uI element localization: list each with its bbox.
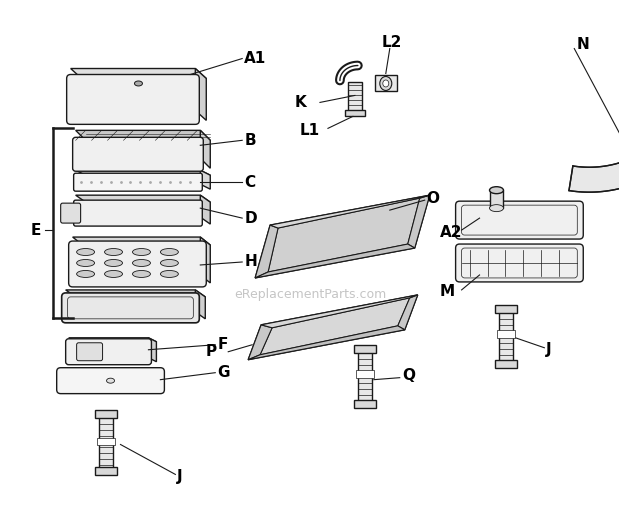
Ellipse shape [105,249,123,255]
Bar [358,350,372,402]
Polygon shape [270,195,430,228]
Polygon shape [268,198,420,272]
Polygon shape [248,325,272,359]
Text: M: M [440,284,455,299]
Polygon shape [76,195,210,202]
Bar [354,400,376,407]
Text: C: C [244,175,255,190]
Bar [97,438,115,445]
Ellipse shape [135,81,143,86]
FancyBboxPatch shape [77,343,102,360]
Bar [345,110,365,116]
Bar [375,76,397,92]
Bar [354,345,376,353]
Bar [348,82,362,112]
Ellipse shape [133,260,151,266]
Polygon shape [76,170,210,175]
Bar [490,190,503,208]
Text: H: H [244,254,257,269]
Ellipse shape [383,80,389,87]
Ellipse shape [161,249,179,255]
FancyBboxPatch shape [74,173,202,191]
Polygon shape [200,170,210,189]
Polygon shape [255,225,278,278]
Polygon shape [261,295,418,328]
FancyBboxPatch shape [61,293,199,323]
Bar [500,310,513,362]
Ellipse shape [133,249,151,255]
Text: P: P [205,344,216,359]
Text: L2: L2 [382,35,402,50]
FancyBboxPatch shape [69,241,206,287]
Polygon shape [398,295,418,330]
Polygon shape [200,195,210,224]
Text: D: D [244,211,257,226]
Polygon shape [66,290,205,297]
Text: L1: L1 [300,123,320,138]
Text: A1: A1 [244,51,267,66]
FancyBboxPatch shape [73,138,203,171]
Ellipse shape [490,204,503,212]
Text: O: O [427,191,440,205]
Text: Q: Q [402,368,415,383]
Ellipse shape [105,270,123,278]
Polygon shape [408,195,430,248]
Bar [95,409,117,418]
Bar [95,468,117,475]
Polygon shape [73,237,210,245]
Polygon shape [569,79,620,192]
Ellipse shape [77,249,95,255]
FancyBboxPatch shape [61,203,81,223]
Bar [497,330,515,338]
Text: E: E [31,222,41,237]
Polygon shape [148,338,156,362]
Text: K: K [295,95,307,110]
Bar [99,415,113,470]
Polygon shape [76,130,210,140]
Bar [495,359,518,368]
Text: eReplacementParts.com: eReplacementParts.com [234,288,386,301]
Polygon shape [260,298,410,355]
Text: N: N [576,37,589,52]
Ellipse shape [133,270,151,278]
Ellipse shape [77,260,95,266]
Polygon shape [195,68,206,121]
Polygon shape [71,68,206,78]
Text: J: J [177,469,183,484]
FancyBboxPatch shape [68,297,193,319]
FancyBboxPatch shape [462,248,577,278]
Text: F: F [217,337,228,352]
Text: G: G [217,365,230,380]
Bar [495,305,518,313]
Ellipse shape [490,187,503,194]
Ellipse shape [105,260,123,266]
Bar [356,370,374,377]
FancyBboxPatch shape [74,200,202,226]
FancyBboxPatch shape [456,201,583,239]
FancyBboxPatch shape [66,339,151,365]
Polygon shape [248,295,418,359]
FancyBboxPatch shape [462,205,577,235]
Polygon shape [255,244,415,278]
FancyBboxPatch shape [56,368,164,393]
Ellipse shape [77,270,95,278]
Polygon shape [255,195,430,278]
Polygon shape [200,237,210,283]
Polygon shape [195,290,205,319]
Text: J: J [546,342,552,357]
Ellipse shape [161,260,179,266]
Text: A2: A2 [440,225,462,239]
Text: B: B [244,133,256,148]
FancyBboxPatch shape [456,244,583,282]
Ellipse shape [107,378,115,383]
Polygon shape [248,326,405,359]
FancyBboxPatch shape [67,75,199,124]
Polygon shape [69,338,156,342]
Polygon shape [200,130,210,168]
Ellipse shape [161,270,179,278]
Ellipse shape [380,77,392,91]
